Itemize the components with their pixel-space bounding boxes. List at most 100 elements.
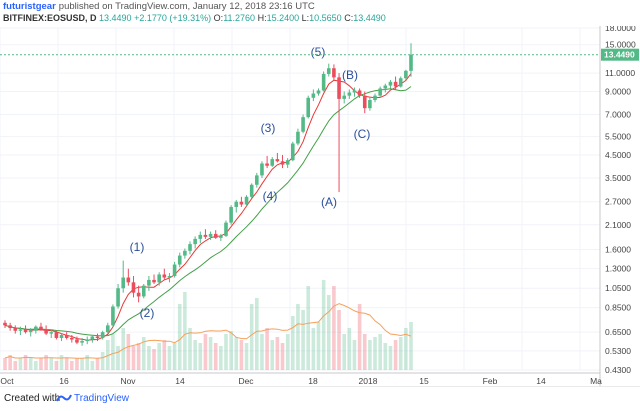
- candle-body[interactable]: [59, 335, 64, 338]
- candle-body[interactable]: [337, 77, 341, 99]
- candle-body[interactable]: [229, 206, 233, 223]
- volume-bar: [244, 343, 249, 370]
- price-tick-label: 3.5000: [605, 173, 631, 183]
- candle-body[interactable]: [255, 175, 259, 185]
- candle-body[interactable]: [167, 276, 172, 278]
- candle-body[interactable]: [347, 92, 352, 96]
- chart-canvas[interactable]: (1)(2)(3)(4)(5)(A)(B)(C) 18.000015.00001…: [0, 23, 640, 390]
- candle-body[interactable]: [301, 117, 305, 132]
- volume-bar: [270, 340, 275, 370]
- candle-body[interactable]: [23, 329, 28, 333]
- candle-body[interactable]: [260, 163, 264, 176]
- time-tick-label: Oct: [0, 376, 14, 386]
- candle-body[interactable]: [249, 184, 254, 197]
- candle-body[interactable]: [131, 282, 136, 293]
- candle-body[interactable]: [326, 68, 331, 74]
- volume-bar: [311, 328, 316, 370]
- candle-body[interactable]: [388, 81, 393, 86]
- candle-body[interactable]: [157, 274, 161, 283]
- candle-body[interactable]: [270, 159, 275, 166]
- candle-body[interactable]: [183, 250, 187, 256]
- price-tick-label: 0.6500: [605, 327, 631, 337]
- candle-body[interactable]: [85, 339, 90, 342]
- candle-body[interactable]: [18, 329, 23, 331]
- candle-body[interactable]: [393, 81, 398, 87]
- candle-body[interactable]: [126, 277, 131, 283]
- wave-label: (C): [354, 127, 371, 141]
- volume-bar: [342, 334, 346, 370]
- candle-body[interactable]: [378, 88, 382, 96]
- candle-body[interactable]: [280, 161, 285, 165]
- candle-body[interactable]: [409, 54, 413, 71]
- tradingview-link[interactable]: TradingView: [74, 393, 130, 404]
- ma-fast-line: [4, 73, 412, 341]
- candle-body[interactable]: [100, 332, 105, 338]
- candle-body[interactable]: [332, 68, 336, 78]
- candle-body[interactable]: [285, 160, 290, 165]
- candle-body[interactable]: [383, 85, 388, 89]
- low-label: L:: [301, 13, 310, 23]
- candle-body[interactable]: [213, 233, 218, 238]
- candle-body[interactable]: [105, 325, 110, 333]
- candle-body[interactable]: [244, 196, 249, 205]
- symbol-label[interactable]: BITFINEX:EOSUSD, D: [3, 13, 97, 23]
- candle-body[interactable]: [352, 90, 357, 93]
- volume-bar: [275, 337, 280, 370]
- candle-body[interactable]: [3, 322, 7, 326]
- candle-body[interactable]: [234, 201, 239, 207]
- tradingview-logo-icon[interactable]: [56, 392, 72, 404]
- candle-body[interactable]: [75, 339, 79, 343]
- author-name[interactable]: futuristgear: [3, 1, 56, 12]
- candle-body[interactable]: [368, 100, 372, 109]
- candle-body[interactable]: [275, 159, 280, 162]
- candle-body[interactable]: [404, 70, 408, 79]
- candle-body[interactable]: [13, 328, 18, 331]
- candle-body[interactable]: [152, 279, 156, 283]
- candle-body[interactable]: [265, 163, 269, 166]
- candle-body[interactable]: [219, 235, 223, 238]
- candle-body[interactable]: [90, 336, 95, 340]
- candle-body[interactable]: [172, 264, 177, 277]
- candle-body[interactable]: [188, 244, 192, 251]
- candle-body[interactable]: [39, 326, 43, 330]
- candle-body[interactable]: [28, 330, 33, 333]
- candle-body[interactable]: [162, 274, 167, 278]
- candle-body[interactable]: [193, 238, 197, 245]
- candle-body[interactable]: [34, 326, 38, 331]
- candle-body[interactable]: [147, 279, 151, 286]
- candle-body[interactable]: [362, 95, 367, 109]
- candle-body[interactable]: [177, 255, 182, 265]
- candle-body[interactable]: [54, 332, 59, 338]
- candle-body[interactable]: [203, 234, 208, 237]
- candle-body[interactable]: [239, 201, 244, 205]
- candle-body[interactable]: [80, 341, 84, 343]
- candle-body[interactable]: [224, 222, 228, 236]
- candle-body[interactable]: [321, 73, 326, 91]
- candle-body[interactable]: [8, 325, 12, 329]
- candle-body[interactable]: [141, 285, 146, 297]
- candle-body[interactable]: [316, 90, 321, 94]
- candle-body[interactable]: [373, 95, 377, 101]
- candle-body[interactable]: [111, 306, 115, 326]
- candle-body[interactable]: [121, 277, 126, 289]
- candle-body[interactable]: [296, 131, 300, 144]
- candle-body[interactable]: [95, 336, 100, 338]
- candle-body[interactable]: [198, 234, 203, 239]
- candle-body[interactable]: [290, 143, 295, 161]
- candle-body[interactable]: [136, 292, 141, 297]
- candle-body[interactable]: [116, 288, 120, 307]
- candle-body[interactable]: [64, 335, 69, 338]
- candle-body[interactable]: [357, 90, 362, 96]
- candle-body[interactable]: [342, 95, 346, 99]
- candle-body[interactable]: [70, 337, 74, 340]
- volume-bar: [301, 310, 305, 370]
- candle-body[interactable]: [311, 93, 316, 98]
- price-change: +2.1770 (+19.31%): [134, 13, 212, 23]
- candle-body[interactable]: [49, 332, 54, 334]
- time-tick-label: Dec: [238, 376, 254, 386]
- candle-body[interactable]: [208, 233, 213, 237]
- candle-body[interactable]: [398, 78, 403, 87]
- candle-body[interactable]: [306, 97, 311, 118]
- price-chart[interactable]: (1) (2) (3) (4) (5) (A) (B) (C) 18.0000 15.0000 1…: [0, 23, 640, 394]
- candle-body[interactable]: [44, 329, 48, 334]
